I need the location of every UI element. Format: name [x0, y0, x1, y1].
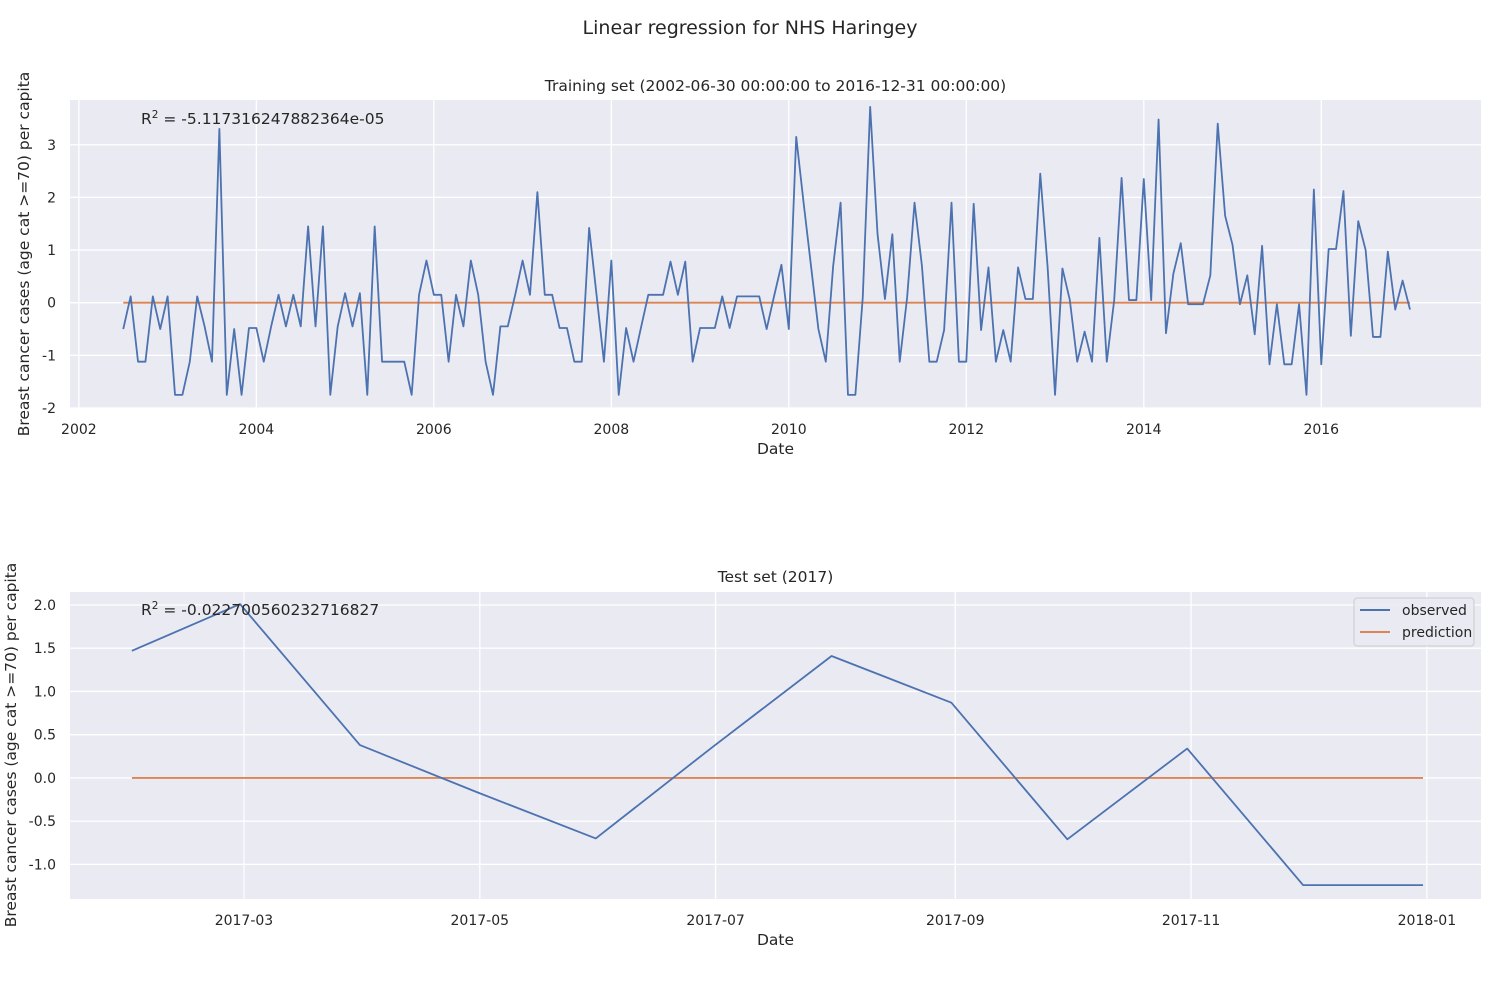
training-x-tick-label: 2010	[771, 422, 807, 438]
test-set-chart: 2017-03 2017-05 2017-07 2017-09 2017-11 2018-…	[2, 563, 1481, 949]
test-observed-line	[131, 603, 1424, 887]
test-x-tick-label: 2017-11	[1162, 913, 1221, 929]
test-y-axis-label: Breast cancer cases (age cat >=70) per c…	[2, 563, 20, 928]
training-x-tick-label: 2004	[239, 422, 275, 438]
training-x-axis-label: Date	[757, 440, 794, 458]
training-series	[122, 105, 1411, 396]
legend-prediction-label: prediction	[1402, 625, 1472, 641]
test-plot-area	[70, 592, 1481, 899]
training-x-tick-label: 2008	[594, 422, 630, 438]
training-y-tick-label: -1	[42, 348, 56, 364]
test-r2-symbol: R	[141, 601, 152, 619]
training-r2-annotation: R2 = -5.117316247882364e-05	[141, 109, 384, 128]
training-ticks: 2002 2004 2006 2008 2010 2012 2014 2016 -2 -1 0 1 2 3	[42, 138, 1339, 438]
test-legend: observed prediction	[1353, 597, 1475, 647]
training-x-tick-label: 2006	[416, 422, 452, 438]
test-y-tick-label: 0.5	[34, 728, 56, 744]
training-x-tick-label: 2014	[1126, 422, 1162, 438]
training-chart-title: Training set (2002-06-30 00:00:00 to 201…	[544, 77, 1006, 95]
training-plot-area	[70, 100, 1481, 408]
training-r2-value: = -5.117316247882364e-05	[158, 110, 384, 128]
test-x-tick-label: 2017-05	[451, 913, 510, 929]
test-x-axis-label: Date	[757, 931, 794, 949]
test-x-tick-label: 2018-01	[1398, 913, 1457, 929]
training-y-tick-label: -2	[42, 401, 56, 417]
training-observed-line	[122, 105, 1411, 396]
training-x-tick-label: 2002	[61, 422, 97, 438]
test-r2-value: = -0.022700560232716827	[158, 601, 379, 619]
test-y-tick-label: -0.5	[29, 814, 56, 830]
legend-observed-label: observed	[1402, 603, 1467, 619]
test-ticks: 2017-03 2017-05 2017-07 2017-09 2017-11 2018-…	[29, 598, 1456, 929]
test-chart-title: Test set (2017)	[717, 568, 834, 586]
training-y-tick-label: 2	[47, 190, 56, 206]
training-y-axis-label: Breast cancer cases (age cat >=70) per c…	[15, 72, 33, 437]
training-y-tick-label: 1	[47, 243, 56, 259]
test-x-tick-label: 2017-07	[686, 913, 745, 929]
training-set-chart: 2002 2004 2006 2008 2010 2012 2014 2016 -2 -1 0 1 2 3…	[15, 72, 1481, 458]
test-r2-annotation: R2 = -0.022700560232716827	[141, 600, 379, 619]
training-r2-symbol: R	[141, 110, 152, 128]
training-x-tick-label: 2012	[948, 422, 984, 438]
test-y-tick-label: 2.0	[34, 598, 56, 614]
test-y-tick-label: 1.0	[34, 684, 56, 700]
training-y-tick-label: 0	[47, 296, 56, 312]
training-x-tick-label: 2016	[1303, 422, 1339, 438]
test-r2-superscript: 2	[152, 600, 159, 612]
test-series	[131, 603, 1424, 887]
test-x-tick-label: 2017-03	[215, 913, 274, 929]
test-y-tick-label: 1.5	[34, 641, 56, 657]
test-y-tick-label: 0.0	[34, 771, 56, 787]
figure-title: Linear regression for NHS Haringey	[583, 17, 918, 39]
test-grid	[70, 592, 1481, 899]
training-r2-superscript: 2	[152, 109, 159, 121]
test-y-tick-label: -1.0	[29, 857, 56, 873]
test-x-tick-label: 2017-09	[926, 913, 985, 929]
training-y-tick-label: 3	[47, 138, 56, 154]
